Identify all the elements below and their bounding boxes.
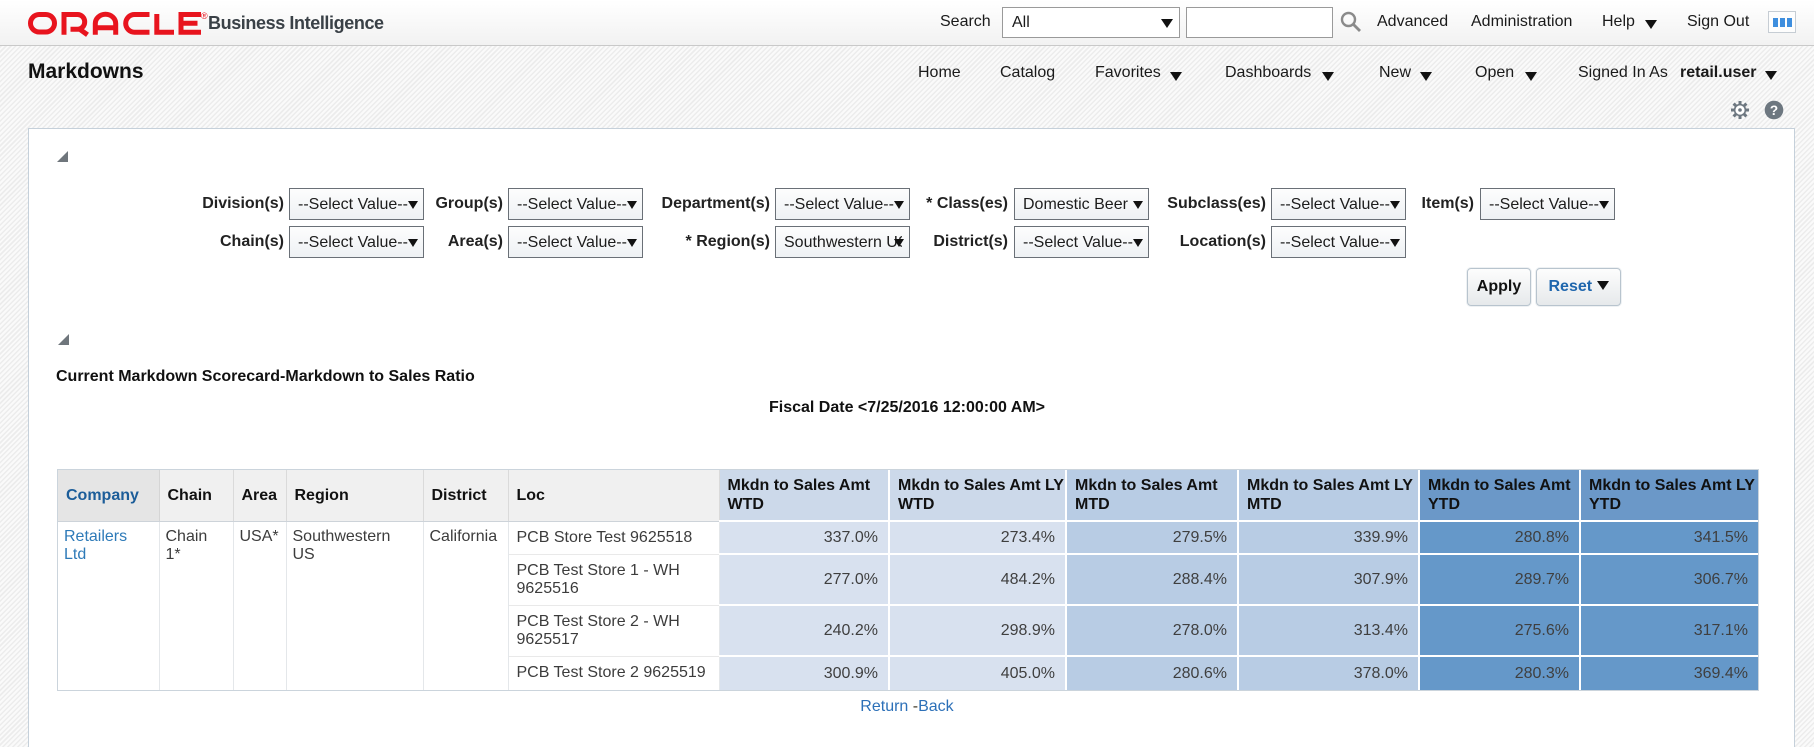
svg-text:?: ? xyxy=(1770,103,1778,118)
svg-text:®: ® xyxy=(201,11,208,21)
